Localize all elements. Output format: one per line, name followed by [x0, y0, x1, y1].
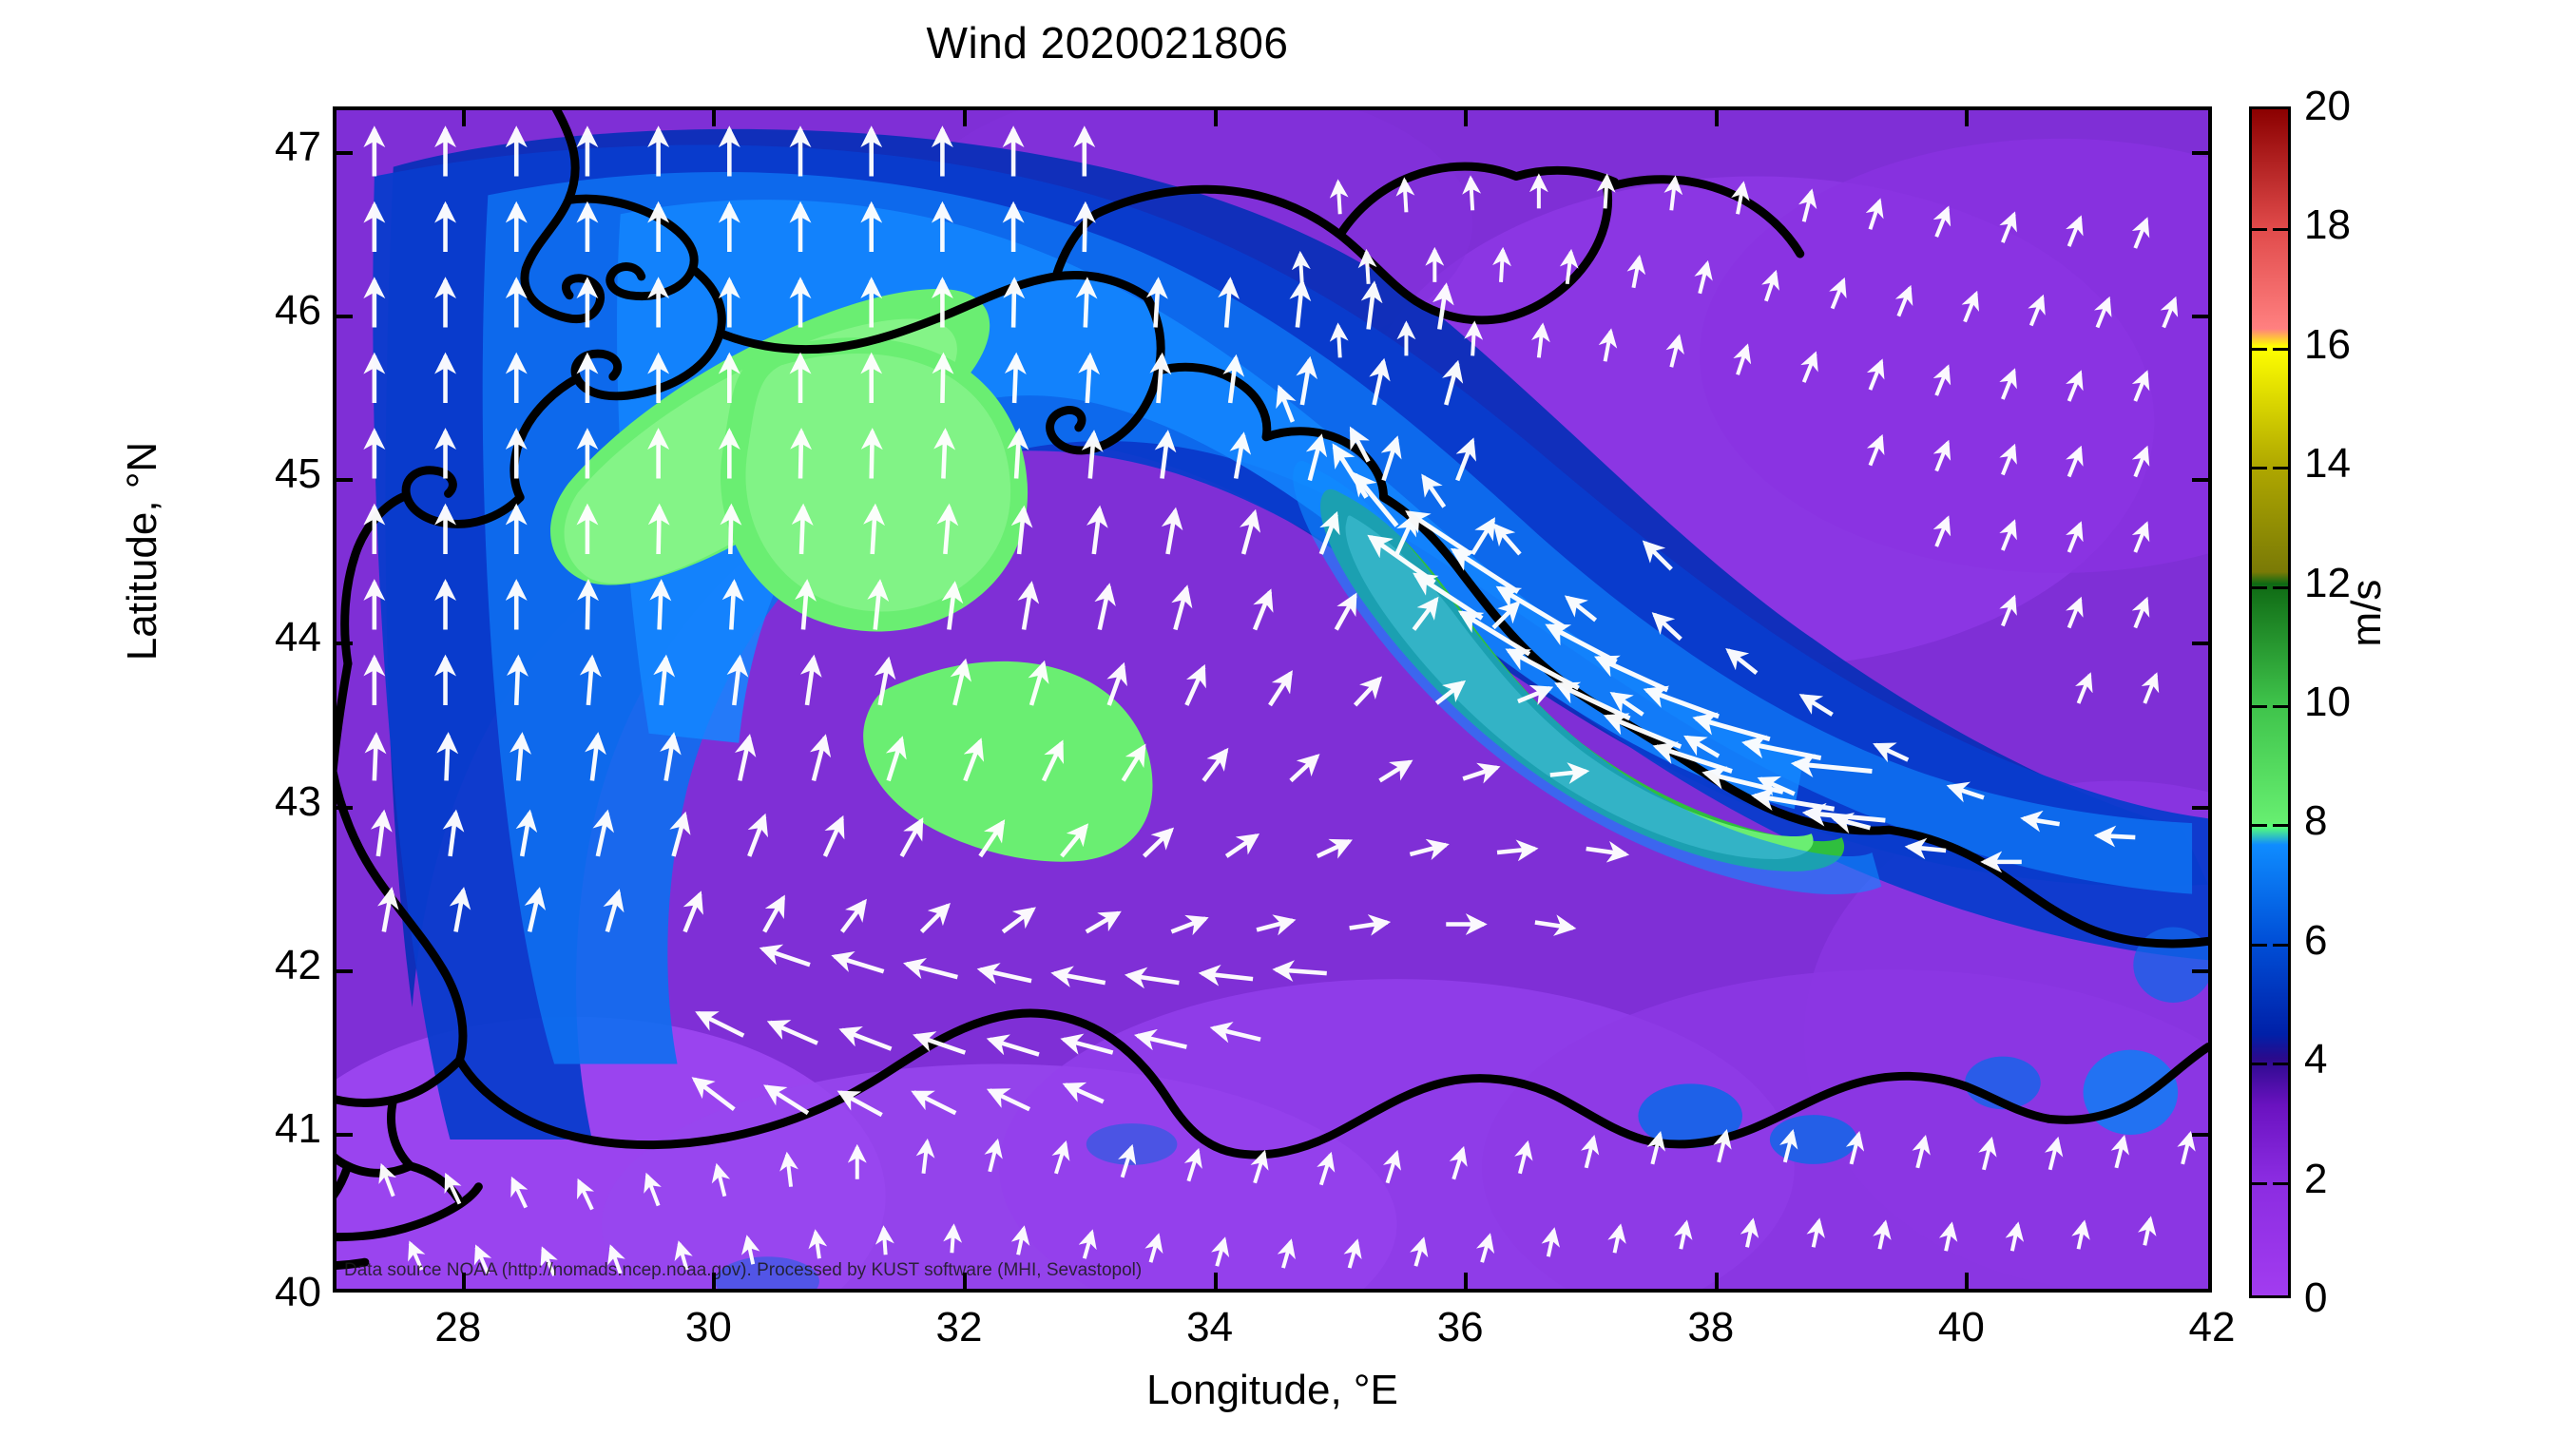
- colorbar-title: m/s: [2343, 579, 2390, 647]
- y-tick-label: 41: [275, 1104, 321, 1152]
- x-tick-label: 38: [1687, 1304, 1735, 1351]
- y-tickmark: [2192, 642, 2208, 646]
- x-tickmark: [963, 110, 967, 126]
- x-tickmark: [461, 110, 466, 126]
- x-tickmark: [461, 1273, 466, 1289]
- y-tickmark: [336, 151, 353, 156]
- colorbar-tickmark: [2273, 705, 2288, 708]
- colorbar-tick-label: 10: [2304, 679, 2351, 725]
- colorbar-tickmark: [2252, 943, 2267, 947]
- colorbar-gradient: [2252, 109, 2288, 1295]
- x-tick-label: 36: [1436, 1304, 1484, 1351]
- colorbar-tickmark: [2252, 585, 2267, 589]
- x-tickmark: [712, 1273, 717, 1289]
- colorbar-tickmark: [2273, 467, 2288, 470]
- colorbar-tick-label: 4: [2304, 1036, 2328, 1083]
- map-axes: Data source NOAA (http://nomads.ncep.noa…: [333, 106, 2212, 1293]
- colorbar-tickmark: [2252, 1063, 2267, 1066]
- x-tickmark: [1714, 1273, 1719, 1289]
- x-tickmark: [1464, 110, 1469, 126]
- y-tickmark: [2192, 478, 2208, 483]
- x-tick-label: 28: [434, 1304, 482, 1351]
- y-tickmark: [336, 805, 353, 810]
- y-tick-label: 44: [275, 614, 321, 661]
- y-tickmark: [2192, 315, 2208, 319]
- y-tickmark: [336, 315, 353, 319]
- y-tickmark: [2192, 805, 2208, 810]
- y-tick-label: 46: [275, 287, 321, 335]
- y-tickmark: [2192, 968, 2208, 973]
- colorbar-tick-label: 0: [2304, 1274, 2328, 1321]
- y-tick-label: 45: [275, 450, 321, 498]
- x-tickmark: [963, 1273, 967, 1289]
- y-tick-label: 40: [275, 1269, 321, 1315]
- colorbar-tickmark: [2252, 824, 2267, 828]
- colorbar-tickmark: [2273, 347, 2288, 351]
- x-tickmark: [1714, 110, 1719, 126]
- y-tick-label: 42: [275, 941, 321, 988]
- y-tickmark: [336, 642, 353, 646]
- colorbar-tick-label: 12: [2304, 559, 2351, 606]
- colorbar-tick-label: 16: [2304, 320, 2351, 368]
- x-tickmark: [1464, 1273, 1469, 1289]
- x-tick-label: 32: [935, 1304, 983, 1351]
- y-tick-label: 43: [275, 777, 321, 825]
- colorbar-tick-label: 8: [2304, 797, 2328, 845]
- x-tick-label: 42: [2188, 1304, 2236, 1351]
- colorbar-tickmark: [2252, 467, 2267, 470]
- y-tickmark: [336, 968, 353, 973]
- colorbar-tickmark: [2252, 228, 2267, 232]
- map-canvas: [336, 110, 2208, 1289]
- y-tick-label: 47: [275, 124, 321, 171]
- x-tick-label: 40: [1937, 1304, 1985, 1351]
- colorbar-tick-label: 18: [2304, 201, 2351, 249]
- y-axis-title: Latitude, °N: [119, 441, 165, 661]
- colorbar-tickmark: [2252, 705, 2267, 708]
- colorbar-tick-label: 2: [2304, 1155, 2328, 1202]
- y-tickmark: [2192, 1132, 2208, 1137]
- colorbar-tickmark: [2273, 585, 2288, 589]
- colorbar-tick-label: 6: [2304, 916, 2328, 964]
- colorbar-tickmark: [2273, 1181, 2288, 1185]
- colorbar-tick-label: 14: [2304, 440, 2351, 488]
- colorbar-tickmark: [2252, 1181, 2267, 1185]
- data-source-attribution: Data source NOAA (http://nomads.ncep.noa…: [344, 1260, 1143, 1280]
- x-tickmark: [1213, 110, 1218, 126]
- x-axis-title: Longitude, °E: [1146, 1367, 1398, 1413]
- colorbar: [2249, 106, 2291, 1298]
- colorbar-tickmark: [2273, 824, 2288, 828]
- colorbar-tickmark: [2273, 1063, 2288, 1066]
- page-title: Wind 2020021806: [926, 18, 1289, 67]
- y-tickmark: [2192, 151, 2208, 156]
- y-tickmark: [336, 478, 353, 483]
- x-tick-label: 30: [684, 1304, 732, 1351]
- x-tickmark: [1965, 110, 1970, 126]
- colorbar-tick-label: 20: [2304, 83, 2351, 129]
- x-tickmark: [1213, 1273, 1218, 1289]
- colorbar-tickmark: [2273, 943, 2288, 947]
- colorbar-tickmark: [2273, 228, 2288, 232]
- y-tickmark: [336, 1132, 353, 1137]
- x-tick-label: 34: [1186, 1304, 1234, 1351]
- x-tickmark: [1965, 1273, 1970, 1289]
- x-tickmark: [712, 110, 717, 126]
- colorbar-tickmark: [2252, 347, 2267, 351]
